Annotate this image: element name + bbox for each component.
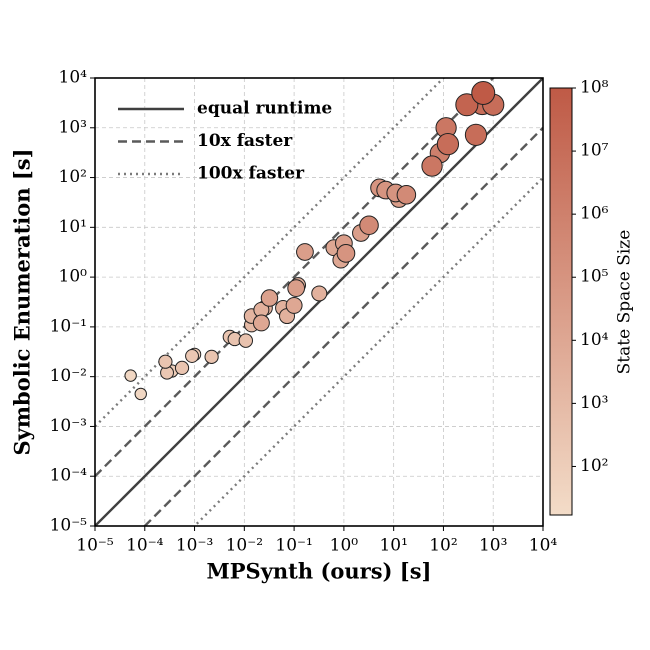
point (285, 296, 303, 314)
point (471, 80, 496, 105)
point (336, 244, 356, 263)
x-tick-label: 10¹ (379, 536, 407, 556)
colorbar-tick-label: 10⁴ (580, 330, 609, 350)
colorbar-tick-label: 10⁸ (580, 78, 609, 98)
point (359, 215, 379, 236)
reference-line (95, 78, 543, 526)
point (204, 349, 219, 364)
legend-label: 10x faster (197, 131, 293, 151)
colorbar-tick-label: 10⁵ (580, 267, 609, 287)
y-tick-label: 10¹ (59, 217, 87, 237)
colorbar (549, 87, 573, 516)
reference-lines (95, 78, 543, 526)
point (185, 349, 199, 363)
colorbar-tick-label: 10⁶ (580, 204, 609, 224)
ticks: 10⁻⁵ 10⁻⁴ 10⁻³ 10⁻² 10⁻¹ 10⁰ 10¹ 10² 10³ 10⁴ 10⁻⁵ 1… (50, 68, 558, 556)
point (252, 314, 270, 332)
point (296, 243, 314, 261)
y-axis-label: Symbolic Enumeration [s] (10, 148, 35, 455)
y-tick-label: 10⁻⁵ (50, 516, 88, 536)
point (124, 369, 137, 382)
colorbar-tick-label: 10³ (580, 393, 608, 413)
colorbar-label: State Space Size (615, 230, 635, 375)
x-tick-label: 10⁻³ (176, 536, 213, 556)
point (455, 93, 479, 117)
x-tick-label: 10⁻⁵ (76, 536, 114, 556)
y-tick-label: 10⁻² (50, 366, 87, 386)
colorbar-tick-label: 10² (580, 456, 608, 476)
y-tick-label: 10⁻⁴ (50, 466, 88, 486)
legend-label: equal runtime (197, 99, 332, 119)
point (287, 279, 306, 298)
point (464, 123, 488, 146)
x-tick-label: 10⁻² (226, 536, 263, 556)
y-tick-label: 10⁰ (59, 267, 88, 287)
point (396, 185, 417, 205)
x-tick-label: 10⁴ (529, 536, 558, 556)
point (174, 360, 190, 376)
reference-line (95, 78, 495, 478)
reference-line (143, 126, 543, 526)
x-tick-label: 10³ (479, 536, 507, 556)
point (421, 155, 443, 177)
legend: equal runtime 10x faster 100x faster (118, 99, 332, 184)
y-tick-label: 10⁻³ (50, 416, 87, 436)
point (260, 289, 279, 307)
point (134, 387, 147, 401)
plot-frame (94, 77, 544, 527)
x-tick-label: 10⁰ (330, 536, 359, 556)
colorbar-tick-label: 10⁷ (580, 141, 609, 161)
legend-label: 100x faster (197, 164, 305, 184)
point (158, 354, 173, 369)
y-tick-label: 10⁴ (59, 68, 88, 88)
colorbar-ticks: 10² 10³ 10⁴ 10⁵ 10⁶ 10⁷ 10⁸ (572, 78, 609, 476)
point (238, 333, 254, 348)
x-tick-label: 10⁻⁴ (126, 536, 164, 556)
x-tick-label: 10⁻¹ (275, 536, 312, 556)
x-tick-label: 10² (429, 536, 457, 556)
points (124, 80, 505, 401)
x-axis-label: MPSynth (ours) [s] (207, 559, 432, 584)
y-tick-label: 10³ (59, 117, 87, 137)
y-tick-label: 10² (59, 167, 87, 187)
point (311, 285, 328, 302)
y-tick-label: 10⁻¹ (50, 316, 87, 336)
point (436, 132, 460, 156)
